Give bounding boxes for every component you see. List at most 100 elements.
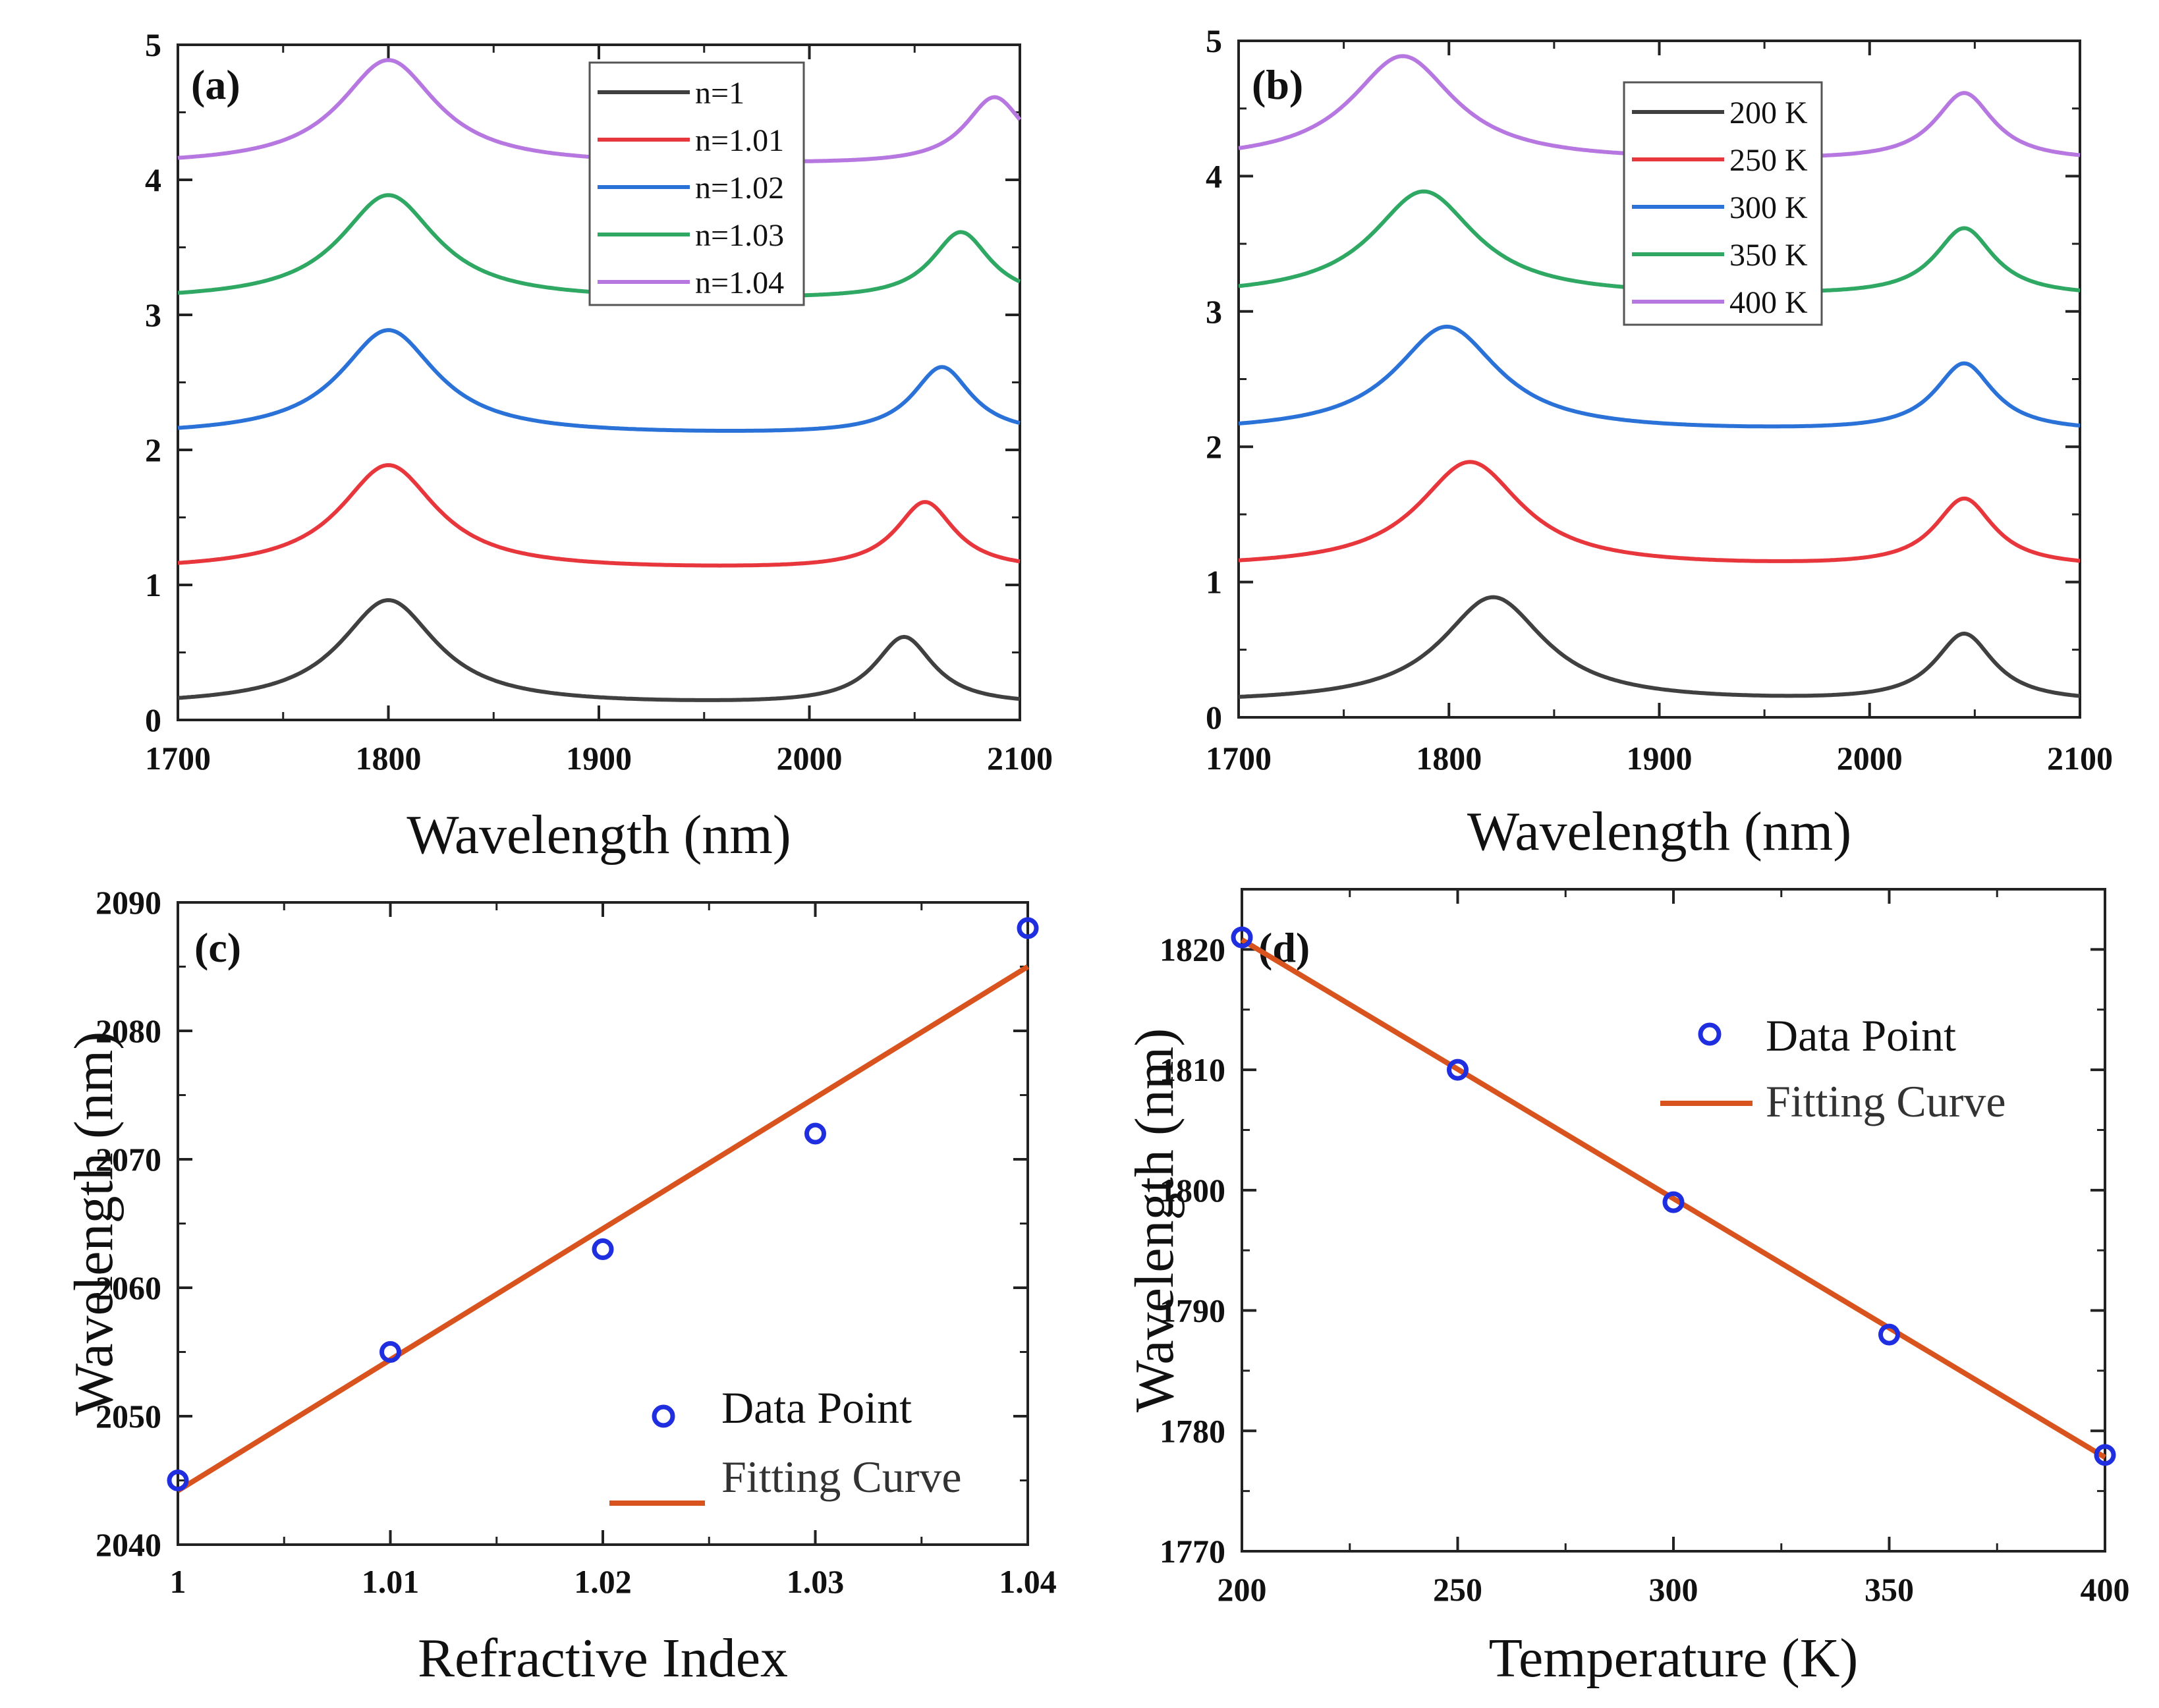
y-tick-label: 0: [145, 702, 161, 738]
panel-label: (a): [191, 61, 240, 108]
y-tick-label: 1770: [1160, 1533, 1225, 1570]
legend-box: [588, 61, 805, 306]
panel-d: 200 250 300 350 400 1770 1780 1790 1800 1810 1820 T…: [1124, 888, 2130, 1689]
y-tick-label: 2050: [96, 1398, 161, 1435]
data-point: [1447, 1059, 1469, 1081]
y-tick-label: 3: [145, 296, 161, 333]
y-tick-label: 5: [145, 26, 161, 63]
y-tick-label: 2070: [96, 1141, 161, 1178]
x-tick-label: 1800: [1416, 740, 1482, 777]
data-point: [1662, 1191, 1685, 1213]
y-tick-label: 3: [1206, 293, 1222, 330]
data-point: [804, 1122, 826, 1145]
x-tick-label: 1.01: [362, 1563, 420, 1600]
legend-label-2: n=1.02: [695, 171, 784, 206]
data-point: [1231, 926, 1253, 949]
legend-label-data: Data Point: [721, 1383, 912, 1433]
x-tick-label: 2000: [1837, 740, 1903, 777]
y-tick-label: 1790: [1160, 1292, 1225, 1329]
legend-label-fit: Fitting Curve: [1766, 1076, 2006, 1126]
series-line-2: [1238, 324, 2081, 429]
legend-label-fit: Fitting Curve: [721, 1452, 962, 1502]
series-line-0: [177, 598, 1021, 702]
data-point: [1878, 1323, 1900, 1346]
y-tick-label: 1810: [1160, 1051, 1225, 1088]
panel-label: (c): [194, 924, 241, 971]
y-tick-label: 1: [145, 566, 161, 603]
panel-label: (b): [1252, 61, 1303, 108]
y-tick-label: 0: [1206, 699, 1222, 736]
y-tick-label: 2: [1206, 428, 1222, 465]
legend-label-1: 250 K: [1729, 143, 1808, 178]
series-line-1: [1238, 460, 2081, 563]
y-tick-label: 2090: [96, 884, 161, 921]
legend-label-data: Data Point: [1766, 1010, 1956, 1061]
x-tick-label: 200: [1218, 1571, 1267, 1608]
x-tick-label: 2000: [777, 740, 843, 777]
x-tick-label: 300: [1649, 1571, 1698, 1608]
y-tick-label: 4: [145, 161, 161, 198]
y-tick-label: 1780: [1160, 1412, 1225, 1449]
data-point: [167, 1470, 189, 1491]
x-tick-label: 1: [170, 1563, 186, 1600]
legend-label-0: n=1: [695, 76, 744, 111]
x-tick-label: 2100: [987, 740, 1053, 777]
x-tick-label: 2100: [2047, 740, 2113, 777]
data-point: [379, 1341, 401, 1363]
legend-label-3: n=1.03: [695, 218, 784, 253]
x-axis-title: Refractive Index: [418, 1628, 788, 1689]
y-axis-title: Wavelength (nm): [1124, 1028, 1185, 1412]
legend: Data Point Fitting Curve: [1660, 1010, 2006, 1126]
data-point: [592, 1238, 614, 1260]
x-tick-label: 1800: [356, 740, 422, 777]
data-point: [2094, 1444, 2116, 1466]
panel-c: 1 1.01 1.02 1.03 1.04 2040 2050 2060 2070 2080 209…: [63, 884, 1057, 1689]
x-tick-label: 350: [1865, 1571, 1914, 1608]
panel-a: 1700 1800 1900 2000 2100 0 1 2 3 4 5 Wavelength (nm…: [145, 26, 1053, 866]
y-tick-label: 4: [1206, 157, 1222, 194]
legend-marker: [652, 1404, 675, 1428]
legend: Data Point Fitting Curve: [609, 1383, 962, 1506]
legend-label-4: n=1.04: [695, 265, 784, 300]
y-tick-label: 5: [1206, 22, 1222, 59]
fit-line: [1240, 937, 2107, 1460]
data-point: [1017, 917, 1039, 939]
legend-label-1: n=1.01: [695, 123, 784, 158]
series-line-1: [177, 463, 1021, 568]
legend-marker: [1698, 1022, 1722, 1046]
series-line-0: [1238, 595, 2081, 699]
y-tick-label: 1820: [1160, 931, 1225, 968]
legend: n=1 n=1.01 n=1.02 n=1.03 n=1.04: [588, 61, 805, 306]
y-tick-label: 1: [1206, 564, 1222, 601]
legend: 200 K 250 K 300 K 350 K 400 K: [1623, 81, 1823, 326]
x-tick-label: 1900: [1627, 740, 1693, 777]
x-tick-label: 1900: [566, 740, 632, 777]
panel-b: 1700 1800 1900 2000 2100 0 1 2 3 4 5 Wavelength (nm…: [1206, 22, 2113, 862]
legend-label-0: 200 K: [1729, 96, 1808, 130]
legend-label-4: 400 K: [1729, 285, 1808, 320]
y-tick-label: 2040: [96, 1526, 161, 1563]
fit-line: [176, 964, 1030, 1493]
legend-label-3: 350 K: [1729, 238, 1808, 273]
y-tick-label: 2080: [96, 1012, 161, 1049]
x-axis-title: Wavelength (nm): [1467, 801, 1851, 862]
legend-box: [1623, 81, 1823, 326]
y-axis-title: Wavelength (nm): [63, 1032, 125, 1416]
x-axis-title: Temperature (K): [1489, 1628, 1859, 1689]
x-tick-label: 1.03: [787, 1563, 845, 1600]
series-line-2: [177, 328, 1021, 433]
legend-label-2: 300 K: [1729, 190, 1808, 225]
x-tick-label: 1.04: [999, 1563, 1057, 1600]
x-tick-label: 1.02: [574, 1563, 632, 1600]
y-tick-label: 1800: [1160, 1172, 1225, 1209]
x-tick-label: 1700: [145, 740, 211, 777]
y-tick-label: 2060: [96, 1269, 161, 1306]
x-tick-label: 1700: [1206, 740, 1272, 777]
x-tick-label: 400: [2081, 1571, 2130, 1608]
plot-frame: [177, 901, 1029, 1546]
y-tick-label: 2: [145, 431, 161, 468]
x-axis-title: Wavelength (nm): [407, 804, 791, 866]
plot-frame: [1241, 888, 2106, 1553]
x-tick-label: 250: [1433, 1571, 1482, 1608]
